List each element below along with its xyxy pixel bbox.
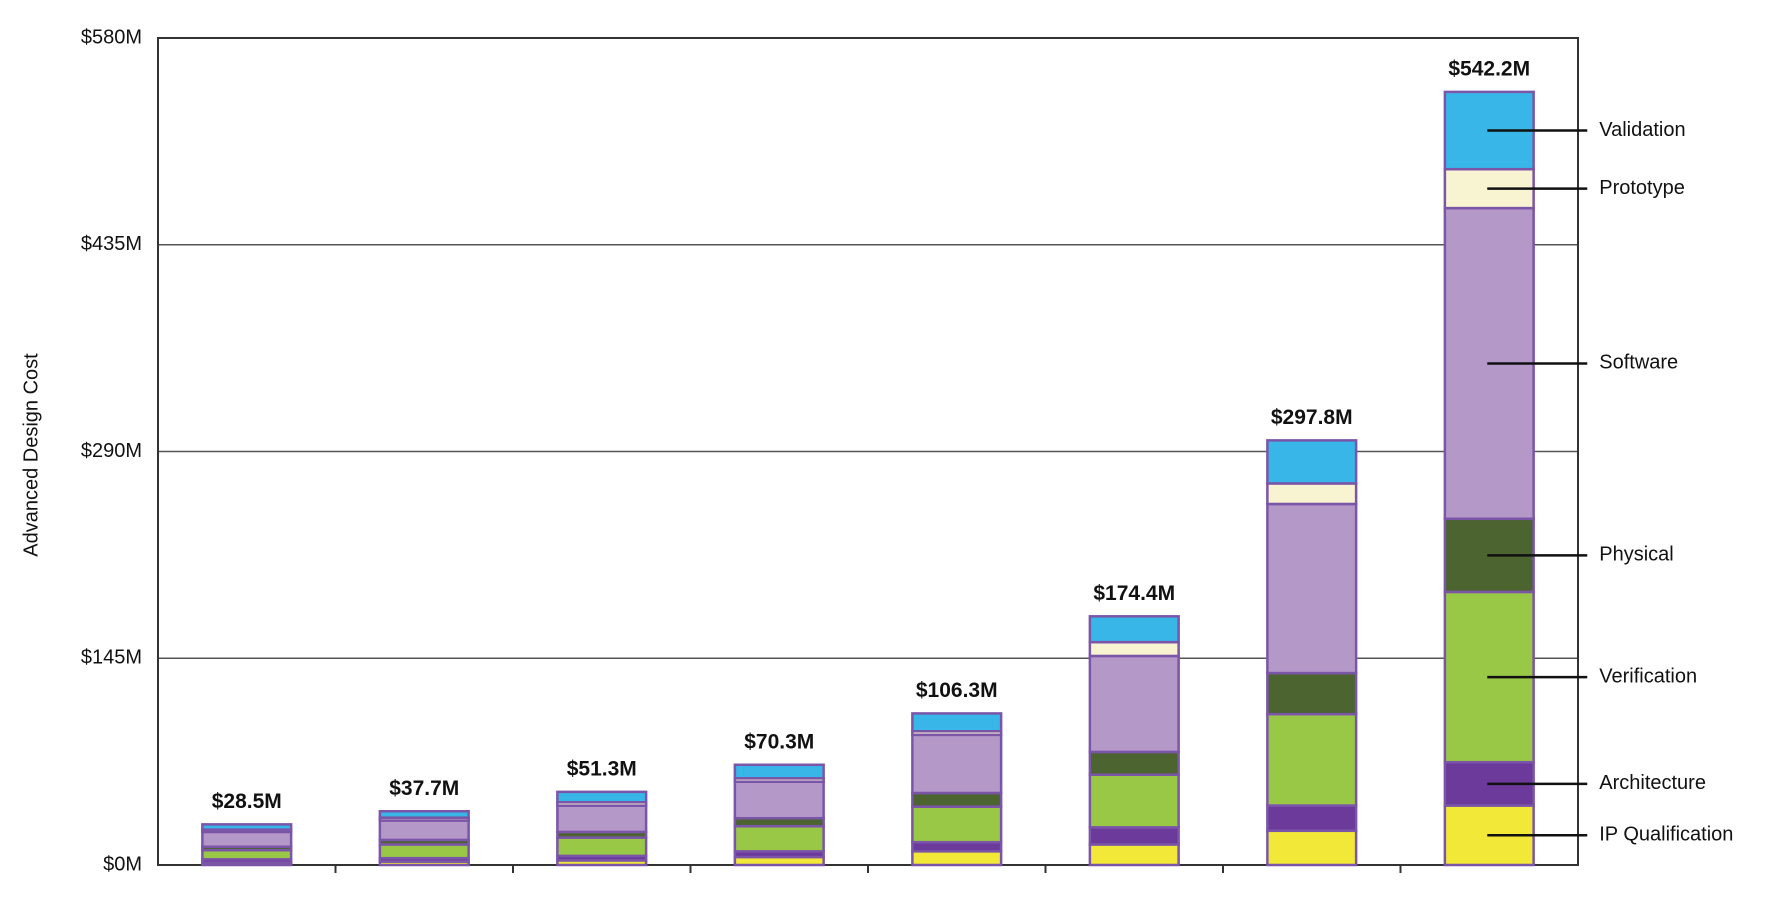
bar-segment xyxy=(1266,804,1358,833)
bar-segment xyxy=(556,804,648,834)
bar-segment xyxy=(201,830,293,848)
legend-label: Verification xyxy=(1599,665,1697,687)
y-tick-label: $290M xyxy=(81,440,142,462)
bar-segment xyxy=(911,840,1003,853)
bar-segment xyxy=(911,805,1003,844)
bar-segment xyxy=(1088,654,1180,754)
total-label: $106.3M xyxy=(916,679,998,702)
bar-segment xyxy=(378,843,470,860)
y-tick-label: $145M xyxy=(81,647,142,669)
bar-segment xyxy=(556,836,648,858)
legend-label: Architecture xyxy=(1599,772,1706,794)
bar-segment xyxy=(733,824,825,853)
y-tick-label: $435M xyxy=(81,233,142,255)
total-label: $297.8M xyxy=(1271,406,1353,429)
bar-segment xyxy=(1266,712,1358,807)
bar-segment xyxy=(1088,615,1180,644)
bar-segment xyxy=(378,819,470,842)
total-label: $70.3M xyxy=(744,730,814,753)
bar-segment xyxy=(911,850,1003,867)
legend-label: Physical xyxy=(1599,544,1673,566)
bar-segment xyxy=(201,848,293,861)
bar-segment xyxy=(733,780,825,820)
bar-segment xyxy=(1266,502,1358,675)
bar-segment xyxy=(1266,671,1358,716)
bar-segment xyxy=(378,809,470,819)
legend-label: Validation xyxy=(1599,119,1685,141)
y-tick-label: $580M xyxy=(81,26,142,48)
bar-segment xyxy=(911,791,1003,808)
total-label: $174.4M xyxy=(1093,582,1175,605)
bar-segment xyxy=(1088,826,1180,846)
bar-segment xyxy=(1088,750,1180,776)
bar-segment xyxy=(201,823,293,831)
total-label: $28.5M xyxy=(212,790,282,813)
bar-segment xyxy=(733,763,825,780)
legend-label: IP Qualification xyxy=(1599,824,1733,846)
bar-segment xyxy=(1088,843,1180,867)
legend-label: Prototype xyxy=(1599,177,1685,199)
bar-segment xyxy=(1266,439,1358,485)
bar-segment xyxy=(1266,482,1358,506)
total-label: $37.7M xyxy=(389,777,459,800)
bar-segment xyxy=(556,790,648,804)
bar-segment xyxy=(1088,773,1180,829)
total-label: $51.3M xyxy=(567,757,637,780)
bar-segment xyxy=(1088,640,1180,658)
bar-segment xyxy=(911,733,1003,795)
y-tick-label: $0M xyxy=(103,853,142,875)
bar-segment xyxy=(911,712,1003,733)
bar-segment xyxy=(1266,829,1358,867)
y-axis-label: Advanced Design Cost xyxy=(20,353,42,557)
legend-label: Software xyxy=(1599,352,1678,374)
total-label: $542.2M xyxy=(1448,57,1530,80)
